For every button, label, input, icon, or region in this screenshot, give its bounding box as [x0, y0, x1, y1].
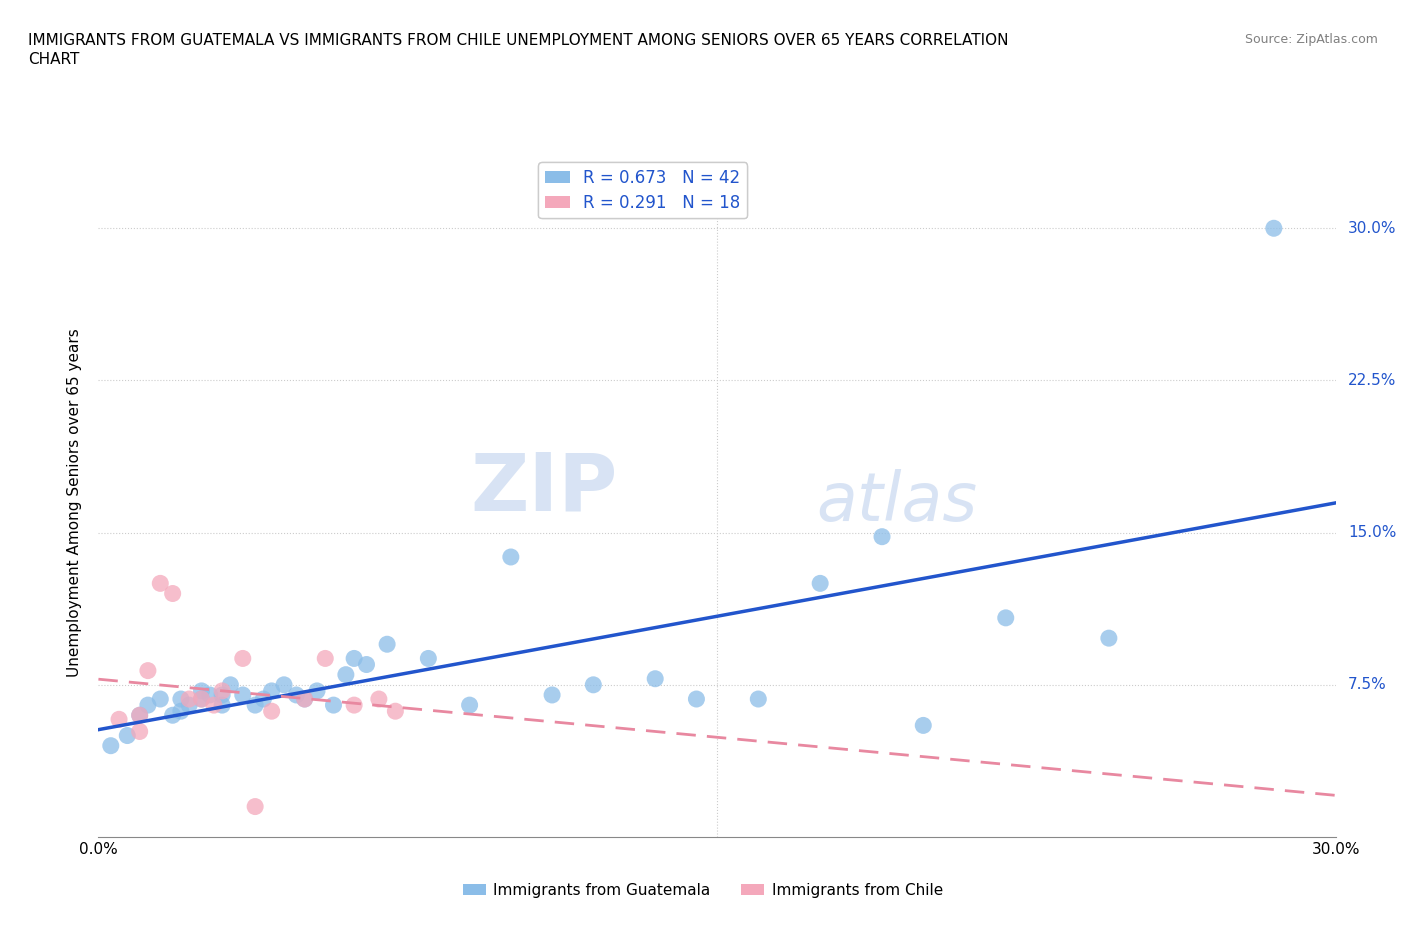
Point: [179, 698, 201, 712]
Point: [211, 684, 233, 698]
Point: [260, 684, 283, 698]
Point: [747, 692, 769, 707]
Point: [335, 667, 357, 682]
Point: [356, 658, 378, 672]
Point: [128, 708, 150, 723]
Point: [219, 677, 242, 692]
Text: 15.0%: 15.0%: [1348, 525, 1396, 540]
Point: [128, 708, 150, 723]
Point: [294, 692, 316, 707]
Point: [1098, 631, 1121, 645]
Point: [211, 698, 233, 712]
Point: [128, 724, 150, 739]
Point: [685, 692, 707, 707]
Point: [375, 637, 398, 652]
Point: [243, 799, 266, 814]
Point: [343, 698, 366, 712]
Legend: Immigrants from Guatemala, Immigrants from Chile: Immigrants from Guatemala, Immigrants fr…: [457, 877, 949, 904]
Point: [314, 651, 336, 666]
Point: [179, 692, 201, 707]
Point: [100, 738, 122, 753]
Point: [305, 684, 328, 698]
Point: [458, 698, 481, 712]
Point: [136, 663, 159, 678]
Point: [322, 698, 344, 712]
Point: [162, 586, 184, 601]
Point: [499, 550, 522, 565]
Point: [198, 687, 221, 702]
Point: [541, 687, 564, 702]
Point: [384, 704, 406, 719]
Text: 7.5%: 7.5%: [1348, 677, 1386, 692]
Point: [252, 692, 274, 707]
Point: [136, 698, 159, 712]
Point: [367, 692, 389, 707]
Y-axis label: Unemployment Among Seniors over 65 years: Unemployment Among Seniors over 65 years: [67, 328, 83, 677]
Point: [644, 671, 666, 686]
Point: [232, 651, 254, 666]
Text: atlas: atlas: [815, 470, 977, 535]
Point: [294, 692, 316, 707]
Point: [808, 576, 831, 591]
Point: [232, 687, 254, 702]
Point: [117, 728, 139, 743]
Point: [149, 692, 172, 707]
Point: [149, 576, 172, 591]
Point: [870, 529, 893, 544]
Point: [343, 651, 366, 666]
Text: IMMIGRANTS FROM GUATEMALA VS IMMIGRANTS FROM CHILE UNEMPLOYMENT AMONG SENIORS OV: IMMIGRANTS FROM GUATEMALA VS IMMIGRANTS …: [28, 33, 1008, 67]
Point: [912, 718, 935, 733]
Text: Source: ZipAtlas.com: Source: ZipAtlas.com: [1244, 33, 1378, 46]
Point: [170, 704, 193, 719]
Point: [108, 711, 131, 726]
Point: [190, 684, 212, 698]
Text: 30.0%: 30.0%: [1348, 220, 1396, 236]
Text: ZIP: ZIP: [471, 450, 619, 528]
Point: [418, 651, 440, 666]
Point: [1263, 220, 1285, 235]
Point: [190, 692, 212, 707]
Point: [285, 687, 308, 702]
Point: [211, 687, 233, 702]
Point: [273, 677, 295, 692]
Point: [260, 704, 283, 719]
Legend: R = 0.673   N = 42, R = 0.291   N = 18: R = 0.673 N = 42, R = 0.291 N = 18: [538, 163, 747, 219]
Point: [243, 698, 266, 712]
Point: [202, 698, 225, 712]
Point: [170, 692, 193, 707]
Point: [162, 708, 184, 723]
Point: [582, 677, 605, 692]
Text: 22.5%: 22.5%: [1348, 373, 1396, 388]
Point: [190, 692, 212, 707]
Point: [994, 610, 1017, 625]
